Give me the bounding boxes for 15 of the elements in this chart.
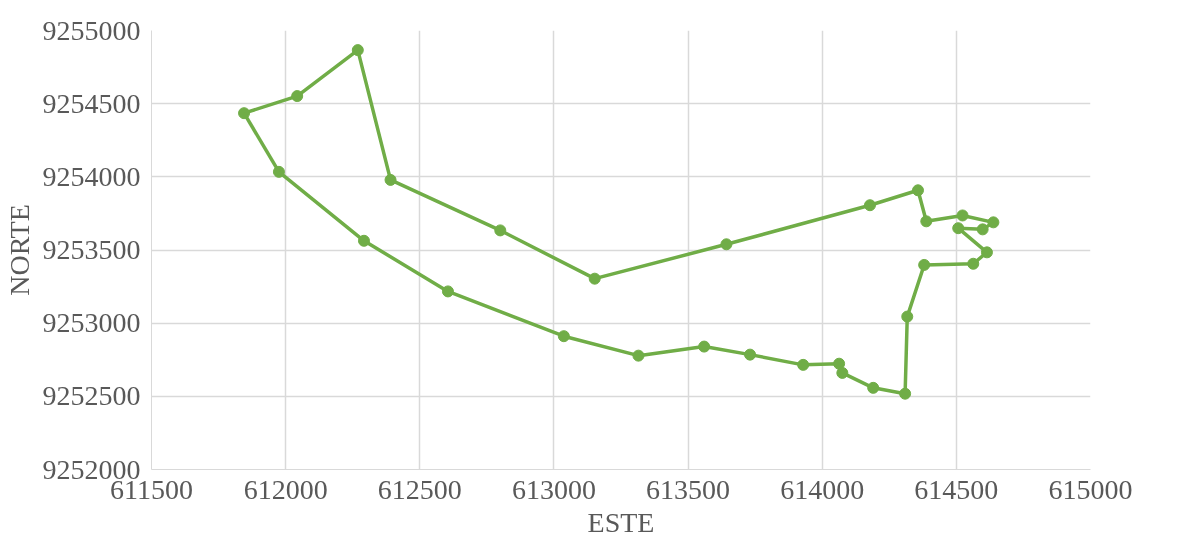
x-axis-title: ESTE xyxy=(587,506,655,538)
y-tick-label: 9252500 xyxy=(42,380,141,412)
x-tick-label: 614500 xyxy=(914,473,999,505)
y-tick-label: 9254500 xyxy=(42,87,141,119)
x-tick-label: 615000 xyxy=(1048,473,1133,505)
y-tick-label: 9255000 xyxy=(42,14,141,46)
x-tick-label: 612500 xyxy=(377,473,462,505)
y-tick-label: 9253500 xyxy=(42,234,141,265)
y-axis-title: NORTE xyxy=(3,204,35,296)
y-tick-label: 9253000 xyxy=(42,307,141,339)
x-tick-label: 613000 xyxy=(511,473,596,505)
y-tick-label: 9254000 xyxy=(42,160,141,192)
x-tick-label: 613500 xyxy=(646,473,731,505)
x-tick-label: 612000 xyxy=(243,473,328,505)
x-tick-label: 614000 xyxy=(780,473,865,505)
